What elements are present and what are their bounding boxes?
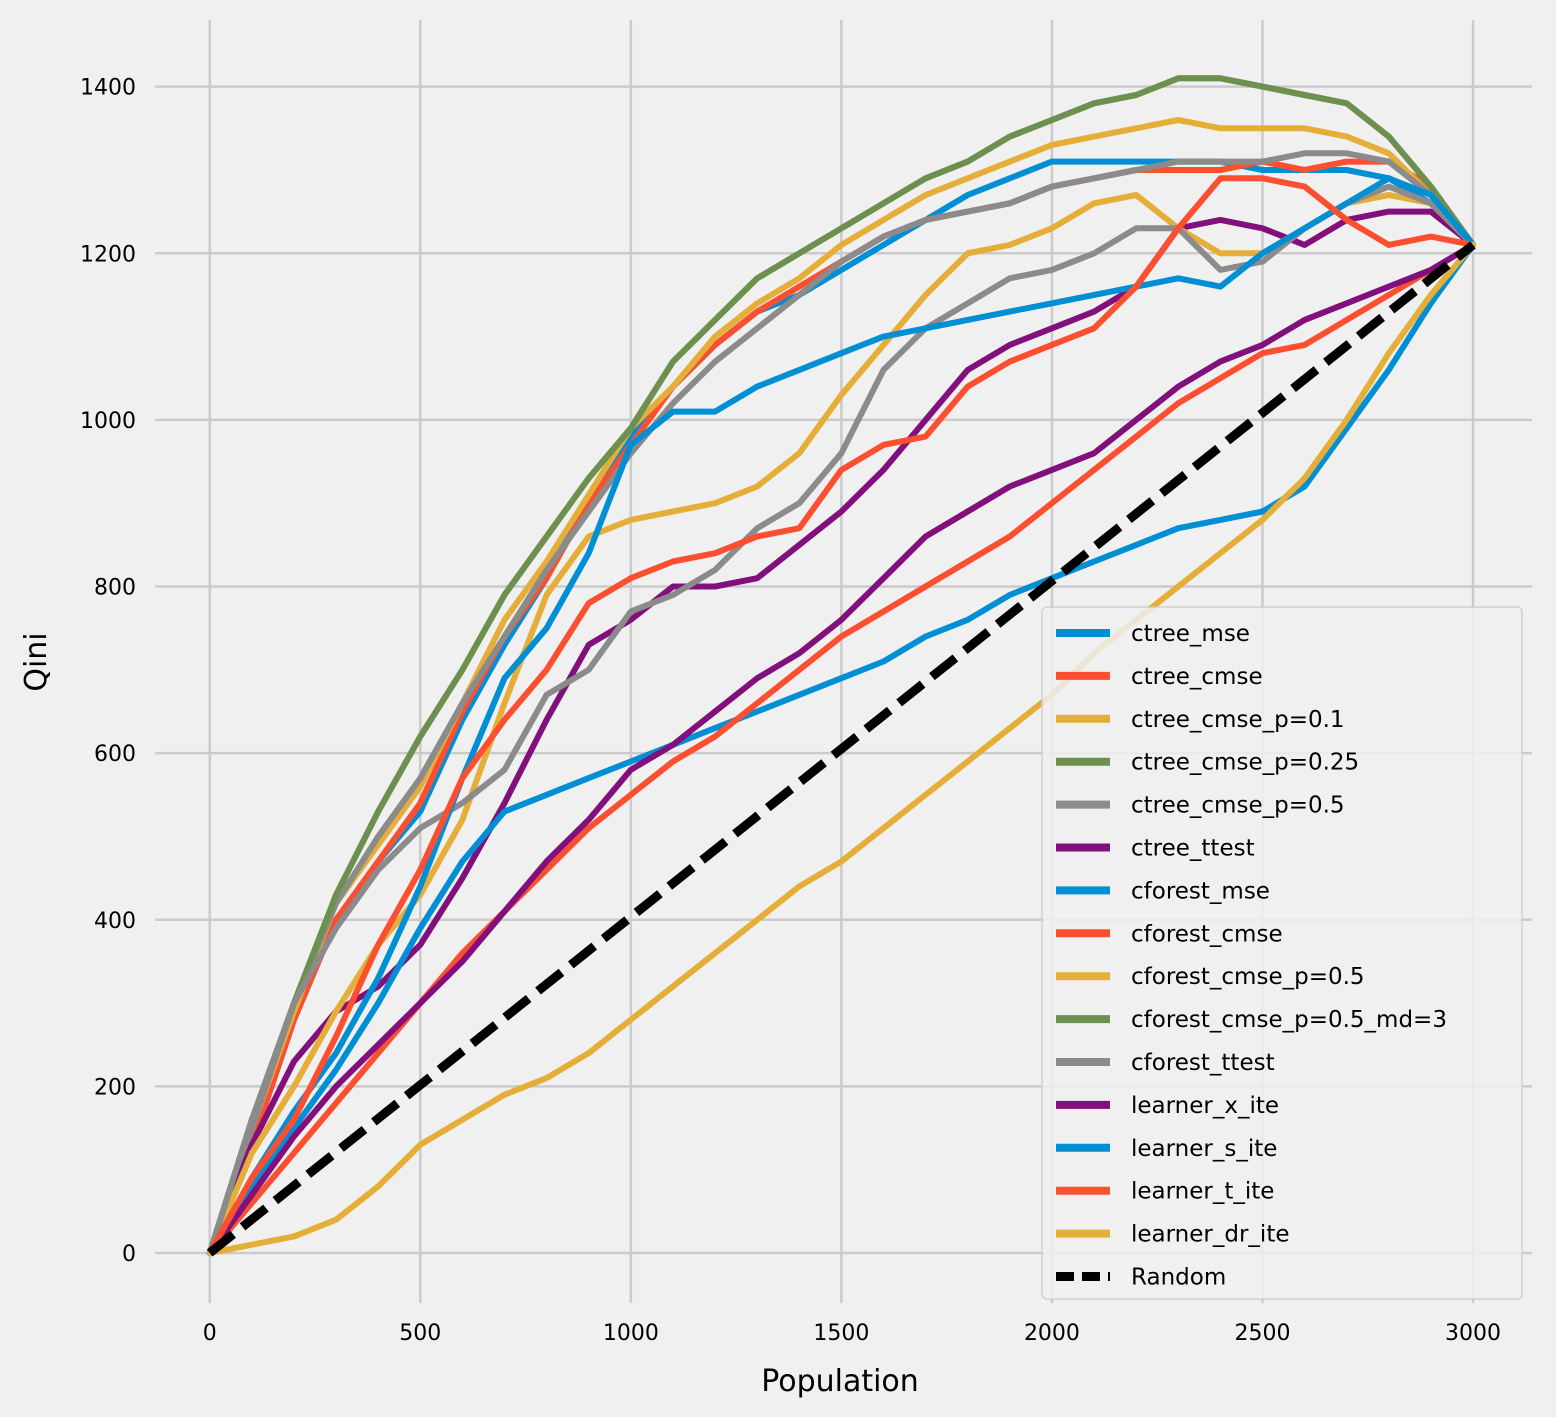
x-tick-labels: 0 500 1000 1500 2000 2500 3000: [203, 1321, 1501, 1346]
legend: ctree_mse ctree_cmse ctree_cmse_p=0.1ctree…: [1041, 606, 1523, 1300]
legend-label: ctree_cmse_p=0.25: [1131, 750, 1359, 776]
x-tick-label: 2500: [1234, 1321, 1290, 1346]
series-line-learner_dr_ite: [206, 241, 1476, 1256]
legend-label: ctree_mse: [1131, 621, 1250, 647]
y-tick-label: 200: [94, 1075, 136, 1100]
legend-label: cforest_cmse_p=0.5_md=3: [1131, 1007, 1447, 1033]
legend-label: learner_s_ite: [1131, 1136, 1277, 1162]
y-tick-labels: 0 200 400 600 800 1000 1200 1400: [80, 76, 136, 1267]
legend-label: learner_dr_ite: [1131, 1222, 1289, 1248]
series-line-learner_s_ite: [206, 175, 1476, 1256]
legend-label: ctree_ttest: [1131, 836, 1255, 862]
y-tick-label: 1000: [80, 409, 136, 434]
series-line-ctree_cmse_p=0.1: [206, 117, 1476, 1256]
legend-label: cforest_cmse_p=0.5: [1131, 964, 1365, 990]
legend-label: ctree_cmse_p=0.1: [1131, 707, 1345, 733]
y-tick-label: 400: [94, 909, 136, 934]
series-line-learner_t_ite: [206, 175, 1476, 1256]
series-line-learner_x_ite: [206, 241, 1476, 1256]
x-tick-label: 3000: [1445, 1321, 1501, 1346]
x-tick-label: 2000: [1024, 1321, 1080, 1346]
series-line-ctree_mse: [206, 158, 1476, 1256]
legend-label: learner_x_ite: [1131, 1093, 1279, 1119]
series-line-Random: [206, 241, 1476, 1257]
x-axis-label: Population: [761, 1364, 919, 1399]
series-lines: [206, 75, 1476, 1257]
series-line-ctree_cmse_p=0.5: [206, 150, 1476, 1256]
series-line-cforest_cmse_p=0.5_md=3: [206, 75, 1476, 1256]
series-line-ctree_ttest: [206, 208, 1476, 1256]
legend-box: [1041, 606, 1523, 1300]
y-axis-label: Qini: [19, 632, 54, 691]
legend-label: learner_t_ite: [1131, 1179, 1274, 1205]
legend-label: ctree_cmse_p=0.5: [1131, 793, 1345, 819]
legend-label: cforest_ttest: [1131, 1050, 1275, 1076]
y-tick-label: 0: [122, 1242, 136, 1267]
x-tick-label: 500: [399, 1321, 441, 1346]
legend-label: ctree_cmse: [1131, 664, 1263, 690]
x-tick-label: 0: [203, 1321, 217, 1346]
y-tick-label: 1400: [80, 76, 136, 101]
x-tick-label: 1000: [603, 1321, 659, 1346]
series-line-cforest_mse: [206, 241, 1476, 1256]
y-tick-label: 1200: [80, 242, 136, 267]
series-line-cforest_ttest: [206, 183, 1476, 1256]
legend-label: cforest_cmse: [1131, 921, 1283, 947]
legend-label: cforest_mse: [1131, 878, 1270, 904]
legend-label: Random: [1131, 1265, 1226, 1291]
y-tick-label: 800: [94, 576, 136, 601]
y-tick-label: 600: [94, 742, 136, 767]
x-tick-label: 1500: [813, 1321, 869, 1346]
